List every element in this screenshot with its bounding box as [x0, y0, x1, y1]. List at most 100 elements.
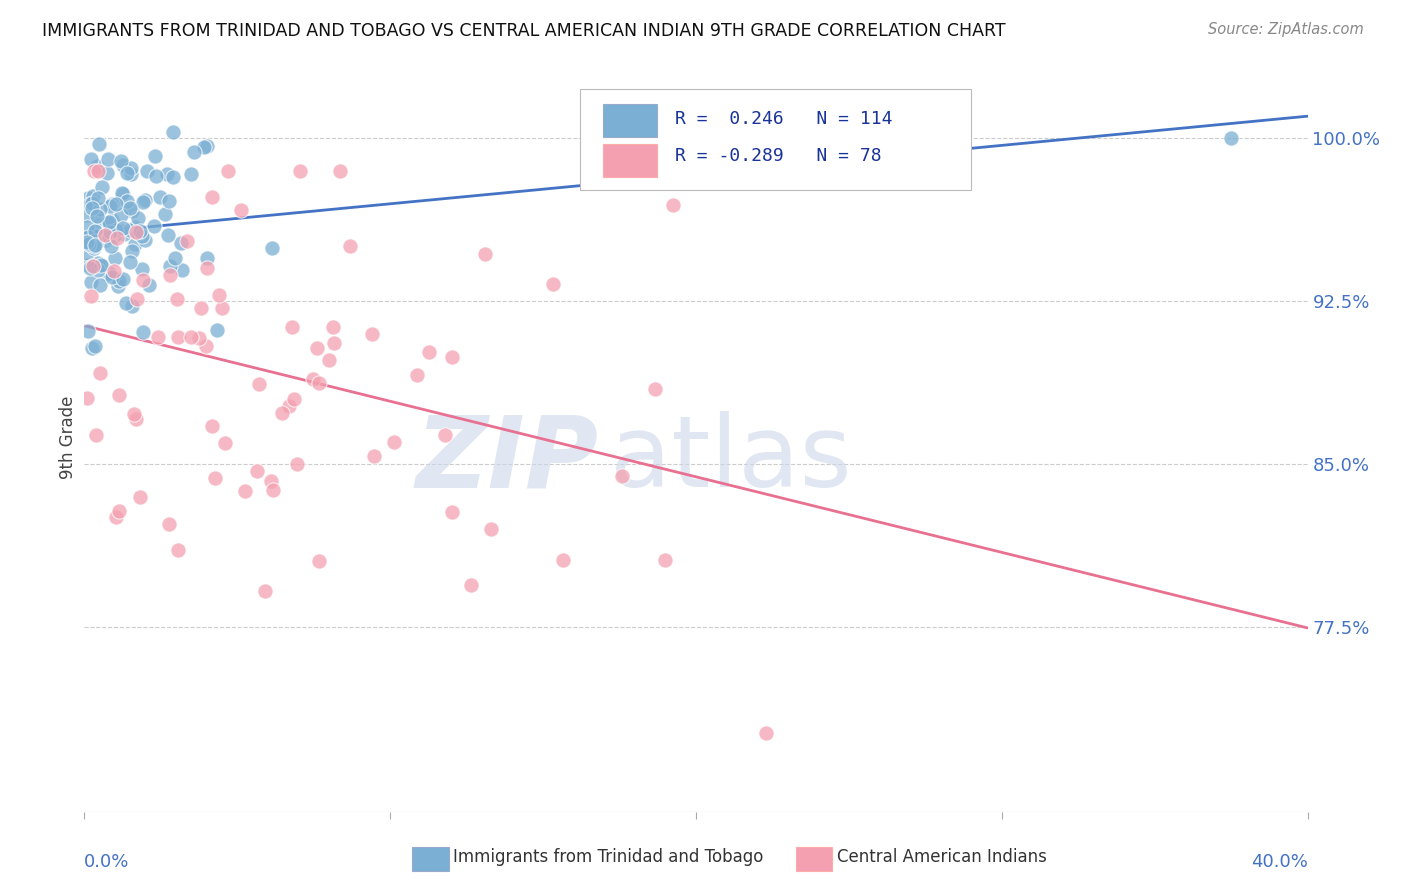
Point	[84, 339, 107, 353]
Point	[129, 224, 152, 238]
Point	[103, 264, 125, 278]
Point	[308, 554, 330, 568]
Point	[80, 259, 103, 273]
Point	[76, 235, 98, 249]
Point	[76, 208, 98, 222]
Point	[418, 344, 440, 359]
Point	[89, 367, 111, 381]
Point	[86, 209, 108, 223]
Point	[82, 226, 104, 240]
Point	[339, 239, 361, 253]
Point	[288, 164, 311, 178]
Point	[90, 180, 112, 194]
Point	[127, 211, 149, 225]
Point	[96, 153, 118, 167]
Text: R = -0.289   N = 78: R = -0.289 N = 78	[675, 147, 882, 165]
Point	[127, 226, 149, 240]
Point	[156, 167, 179, 181]
Point	[262, 483, 284, 498]
Point	[754, 725, 776, 739]
Point	[382, 434, 405, 449]
Point	[308, 376, 330, 391]
Point	[120, 167, 142, 181]
Point	[108, 387, 131, 401]
Point	[132, 325, 155, 339]
Point	[107, 222, 129, 236]
Point	[114, 295, 136, 310]
Point	[322, 336, 344, 351]
Point	[193, 140, 215, 154]
Point	[120, 255, 142, 269]
Point	[157, 517, 180, 532]
Point	[112, 227, 135, 241]
Point	[87, 192, 110, 206]
Point	[363, 450, 385, 464]
Point	[76, 245, 98, 260]
Point	[157, 227, 180, 242]
FancyBboxPatch shape	[603, 145, 657, 178]
Point	[82, 259, 104, 273]
Point	[98, 230, 121, 244]
Point	[124, 236, 146, 251]
Point	[120, 161, 142, 176]
Point	[87, 263, 110, 277]
Point	[301, 372, 323, 386]
Point	[94, 233, 117, 247]
Point	[117, 166, 139, 180]
Point	[91, 259, 114, 273]
Point	[86, 160, 108, 174]
Point	[84, 238, 107, 252]
Point	[82, 201, 104, 215]
Point	[125, 412, 148, 426]
Point	[195, 260, 218, 275]
Point	[89, 202, 111, 216]
Point	[87, 256, 110, 270]
Point	[98, 225, 121, 239]
Point	[180, 167, 202, 181]
Text: Source: ZipAtlas.com: Source: ZipAtlas.com	[1208, 22, 1364, 37]
Point	[89, 277, 111, 292]
Point	[87, 164, 110, 178]
Point	[80, 341, 103, 355]
Text: Immigrants from Trinidad and Tobago: Immigrants from Trinidad and Tobago	[453, 848, 763, 866]
Text: atlas: atlas	[610, 411, 852, 508]
Point	[112, 158, 135, 172]
Point	[84, 234, 107, 248]
Point	[176, 234, 198, 248]
Point	[111, 272, 134, 286]
Point	[162, 169, 184, 184]
Point	[121, 299, 143, 313]
Point	[285, 457, 308, 471]
Point	[262, 240, 284, 254]
Point	[433, 428, 456, 442]
Point	[118, 223, 141, 237]
Point	[131, 229, 153, 244]
Point	[1220, 131, 1243, 145]
Point	[80, 152, 103, 166]
Point	[118, 201, 141, 215]
Point	[108, 274, 131, 288]
Point	[159, 260, 181, 274]
Point	[143, 149, 166, 163]
Point	[281, 320, 304, 334]
Text: ZIP: ZIP	[415, 411, 598, 508]
Point	[166, 543, 188, 558]
Point	[246, 464, 269, 478]
Point	[254, 583, 277, 598]
Point	[76, 220, 98, 235]
Point	[406, 368, 429, 382]
Point	[201, 190, 224, 204]
Point	[125, 225, 148, 239]
Point	[138, 277, 160, 292]
Point	[322, 319, 344, 334]
Point	[211, 301, 233, 315]
Point	[145, 169, 167, 183]
Point	[318, 352, 340, 367]
Point	[101, 269, 124, 284]
Point	[80, 288, 103, 302]
Text: R =  0.246   N = 114: R = 0.246 N = 114	[675, 110, 893, 128]
Point	[159, 268, 181, 283]
Point	[441, 505, 464, 519]
Point	[80, 275, 103, 289]
Point	[115, 194, 138, 208]
